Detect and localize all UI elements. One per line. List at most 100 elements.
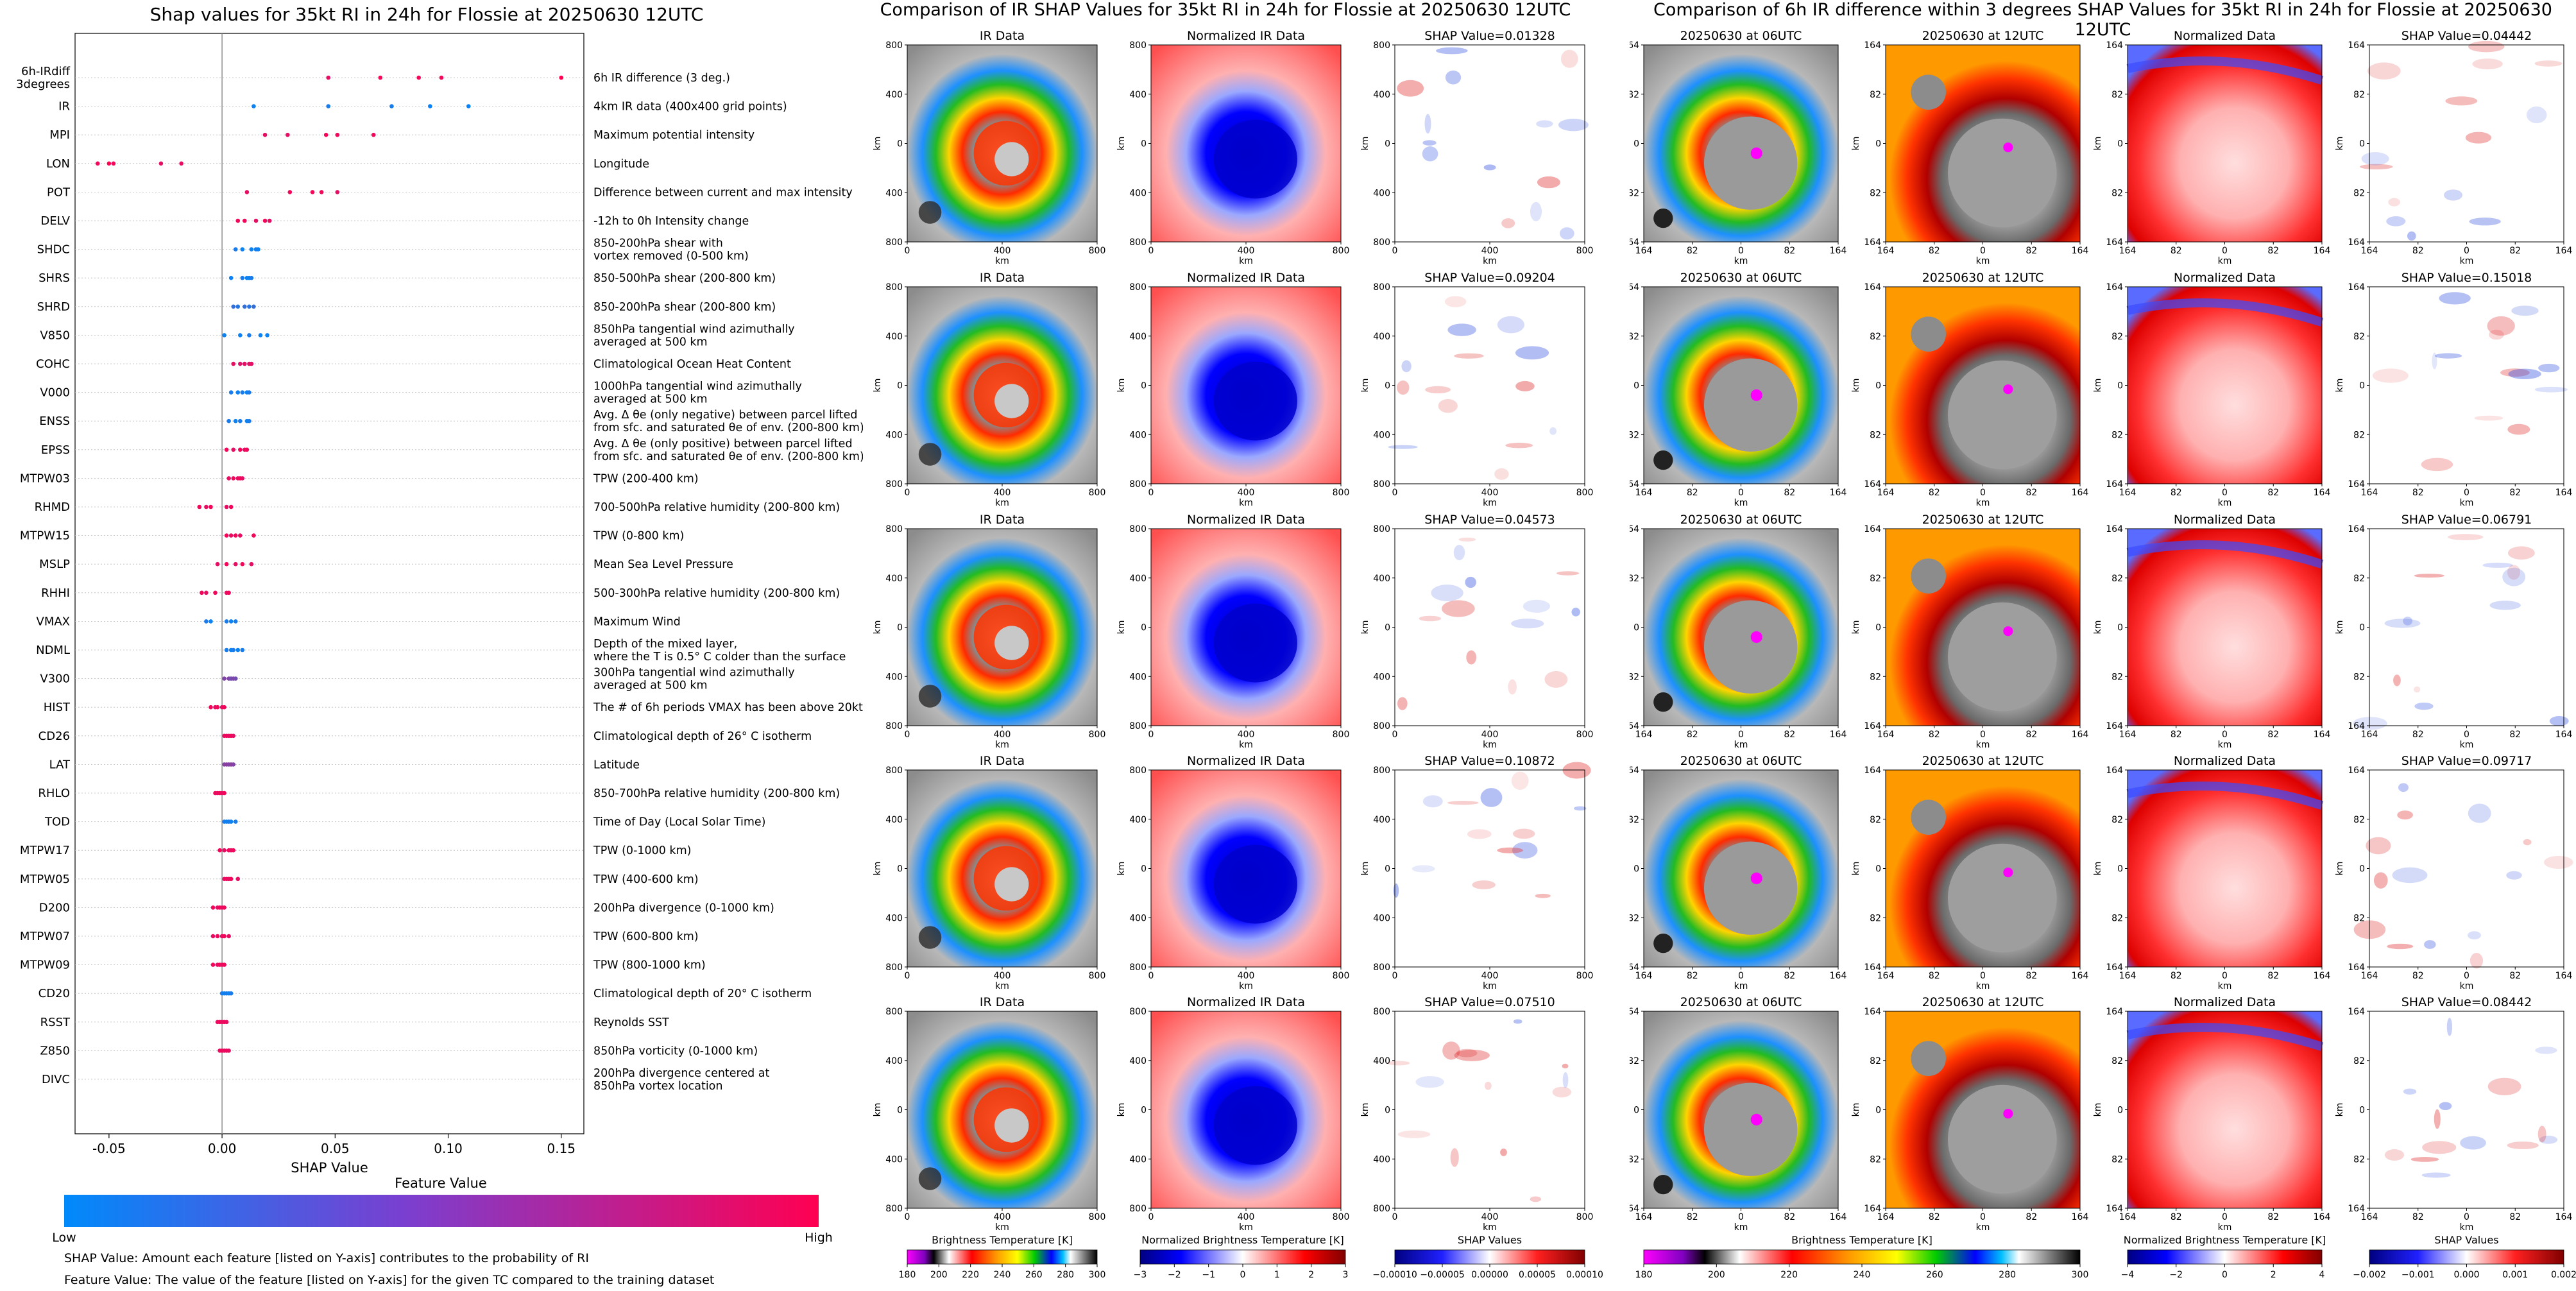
note-shap-value: SHAP Value: Amount each feature [listed … <box>64 1251 589 1265</box>
shap-point <box>262 132 268 137</box>
y-axis-label: km <box>1851 137 1861 151</box>
feature-description: 200hPa divergence (0-1000 km) <box>593 902 774 914</box>
y-axis-label: km <box>1360 1103 1370 1117</box>
shap-blob <box>2508 368 2541 379</box>
y-tick-label: 800 <box>1373 237 1390 248</box>
shap-blob <box>2403 1088 2417 1095</box>
subplot-title: 20250630 at 06UTC <box>1680 513 1802 527</box>
shap-blob <box>2469 218 2501 226</box>
x-axis-label: km <box>2218 498 2232 508</box>
y-tick-label: 164 <box>2348 1007 2365 1017</box>
shap-blob <box>2366 837 2391 855</box>
shap-heatmap <box>2369 287 2564 484</box>
y-tick-label: 800 <box>1373 1204 1390 1214</box>
y-axis-label: km <box>1116 1103 1127 1117</box>
storm-cloud-shield <box>1947 602 2057 712</box>
y-tick-label: 164 <box>2348 282 2365 293</box>
shap-summary-panel: Shap values for 35kt RI in 24h for Floss… <box>0 0 863 1289</box>
y-tick-label: 800 <box>885 237 903 248</box>
subplot-title: IR Data <box>980 995 1025 1009</box>
x-tick-label: 0.15 <box>547 1141 576 1156</box>
colorbar <box>2127 1249 2323 1265</box>
shap-point <box>233 418 238 423</box>
feature-label: MSLP <box>39 558 70 571</box>
colorbar-tick-label: −0.00005 <box>1420 1270 1465 1280</box>
subplot-title: Normalized Data <box>2174 754 2276 768</box>
x-tick-label: 164 <box>2361 730 2378 740</box>
shap-point <box>231 647 236 653</box>
shap-blob <box>2414 686 2421 693</box>
y-tick-label: 164 <box>1864 237 1881 248</box>
y-tick-label: 164 <box>1630 237 1639 248</box>
shap-point <box>228 533 234 538</box>
colorbar-tick-label: 300 <box>2072 1270 2089 1280</box>
y-tick-label: 164 <box>2348 721 2365 731</box>
y-tick-label: 82 <box>1630 672 1639 682</box>
shap-point <box>204 619 209 624</box>
colorbar-label: SHAP Values <box>1458 1234 1522 1246</box>
shap-point <box>179 161 183 166</box>
colorbar-tick-label: 1 <box>1274 1270 1280 1280</box>
storm-cloud-shield <box>1703 358 1798 452</box>
y-tick-label: 82 <box>1870 574 1881 584</box>
storm-cloud-shield <box>1947 1084 2057 1194</box>
shap-point <box>335 132 340 137</box>
normalized-diff-image <box>2128 45 2322 242</box>
storm-eddy <box>918 201 942 224</box>
y-axis-label: km <box>2335 1103 2345 1117</box>
cold-band <box>2126 782 2324 810</box>
shap-point <box>222 905 226 910</box>
y-tick-label: 164 <box>2106 40 2123 51</box>
shap-blob <box>2448 534 2484 540</box>
x-tick-label: 164 <box>1830 730 1847 740</box>
shap-point <box>249 361 254 366</box>
shap-blob <box>2489 601 2521 610</box>
subplot-title: SHAP Value=0.09717 <box>2401 754 2532 768</box>
shap-point <box>265 333 269 338</box>
y-tick-label: 400 <box>1129 430 1147 440</box>
x-tick-label: 164 <box>2555 730 2573 740</box>
shap-blob <box>2373 872 2388 889</box>
x-tick-label: 0 <box>1392 246 1398 256</box>
y-tick-label: 0 <box>1141 381 1147 391</box>
shap-point <box>222 791 226 796</box>
colorbar-label: Normalized Brightness Temperature [K] <box>2124 1234 2326 1246</box>
feature-description: Difference between current and max inten… <box>593 186 853 199</box>
colorbar-tick-label: 0 <box>2222 1270 2228 1280</box>
x-tick-label: 164 <box>1877 971 1895 981</box>
x-axis-label: km <box>2218 256 2232 266</box>
storm-eddy <box>1653 934 1673 953</box>
storm-cloud-shield <box>1703 1082 1798 1176</box>
y-tick-label: 400 <box>1129 332 1147 342</box>
y-tick-label: 0 <box>1633 139 1639 150</box>
x-tick-label: 82 <box>2026 730 2037 740</box>
subplot-title: Normalized IR Data <box>1187 995 1305 1009</box>
y-tick-label: 800 <box>885 40 903 51</box>
x-axis-label: km <box>1483 981 1497 991</box>
shap-blob <box>1530 201 1542 221</box>
storm-eddy <box>918 926 942 949</box>
y-tick-label: 164 <box>1630 1007 1639 1017</box>
x-tick-label: 0 <box>1980 971 1986 981</box>
y-tick-label: 400 <box>1373 1056 1390 1066</box>
x-tick-label: 164 <box>1635 1212 1653 1222</box>
y-tick-label: 400 <box>885 913 903 923</box>
feature-label: DELV <box>40 214 70 228</box>
x-tick-label: 82 <box>1784 730 1795 740</box>
feature-label: EPSS <box>41 443 70 457</box>
y-tick-label: 0 <box>2359 381 2365 391</box>
x-axis-label: km <box>995 981 1009 991</box>
y-tick-label: 82 <box>1870 815 1881 825</box>
x-tick-label: 82 <box>1929 246 1940 256</box>
x-tick-label: 0 <box>1148 1212 1154 1222</box>
shap-blob <box>1530 1196 1542 1202</box>
y-tick-label: 0 <box>897 139 903 150</box>
shap-blob <box>2353 717 2387 730</box>
y-tick-label: 164 <box>2106 1007 2123 1017</box>
y-axis-label: km <box>1851 379 1861 393</box>
x-axis-label: km <box>1976 740 1990 750</box>
x-tick-label: 800 <box>1333 1212 1350 1222</box>
shap-point <box>389 104 394 108</box>
storm-eye-marker <box>2003 626 2013 637</box>
feature-description: Latitude <box>593 758 640 771</box>
